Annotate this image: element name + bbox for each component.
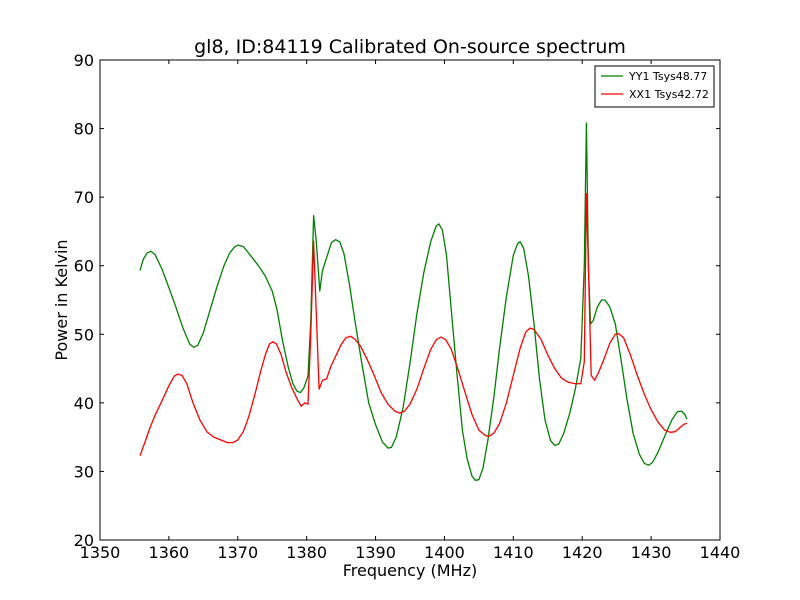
series-line-2: [139, 193, 688, 456]
chart-title: gl8, ID:84119 Calibrated On-source spect…: [194, 36, 626, 58]
series-line-1: [139, 122, 688, 481]
plot-frame: [99, 59, 721, 541]
x-tick-label: 1400: [424, 543, 465, 562]
y-tick-label: 40: [74, 394, 94, 413]
legend-label: XX1 Tsys42.72: [629, 88, 709, 101]
axes-layer: 1350 1360 1370 1380 1390 1400 1410 1420 1430 1440…: [74, 51, 741, 562]
x-tick-label: 1430: [631, 543, 672, 562]
legend: YY1 Tsys48.77 XX1 Tsys42.72: [594, 65, 715, 108]
x-tick-label: 1390: [355, 543, 396, 562]
x-tick-label: 1360: [149, 543, 190, 562]
x-tick-label: 1370: [217, 543, 258, 562]
y-tick-label: 80: [74, 120, 94, 139]
x-tick-label: 1380: [286, 543, 327, 562]
x-axis-label: Frequency (MHz): [343, 561, 477, 580]
x-tick-label: 1410: [493, 543, 534, 562]
y-tick-label: 70: [74, 188, 94, 207]
y-axis-label: Power in Kelvin: [52, 239, 71, 360]
x-tick-label: 1440: [700, 543, 741, 562]
y-tick-label: 50: [74, 325, 94, 344]
y-tick-label: 60: [74, 257, 94, 276]
plot-layer: [139, 122, 688, 481]
legend-label: YY1 Tsys48.77: [628, 70, 707, 83]
y-tick-label: 20: [74, 531, 94, 550]
y-tick-label: 30: [74, 462, 94, 481]
x-tick-label: 1350: [80, 543, 121, 562]
x-tick-label: 1420: [562, 543, 603, 562]
y-tick-label: 90: [74, 51, 94, 70]
legend-box: [594, 65, 715, 108]
